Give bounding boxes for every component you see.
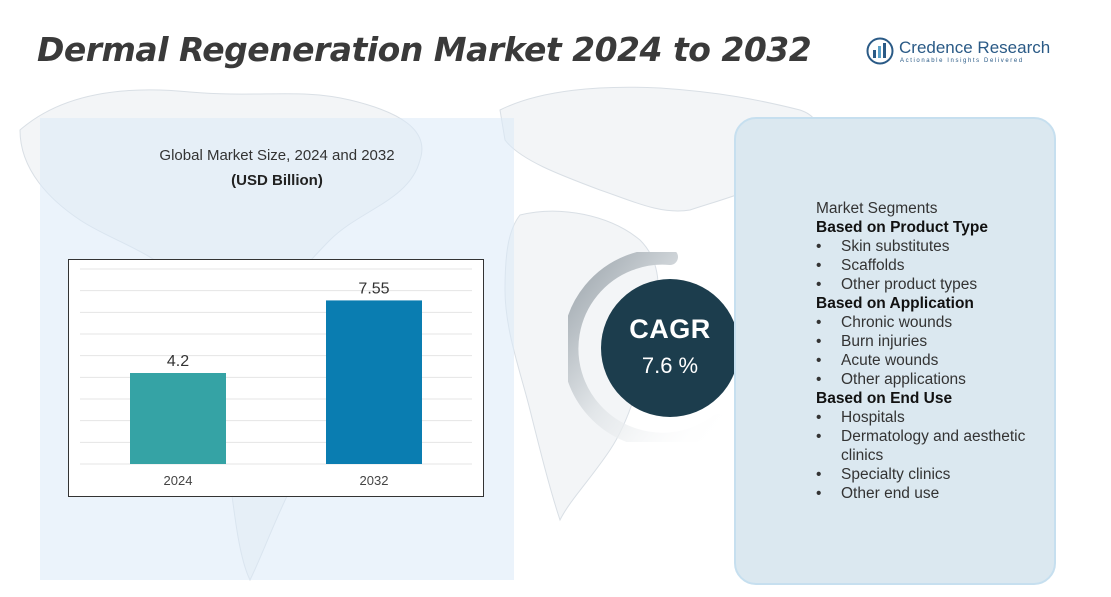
bar-chart-logo-icon [866, 37, 894, 65]
segment-group-title: Based on Product Type [816, 219, 988, 236]
segment-item: Hospitals [816, 408, 1046, 427]
cagr-label: CAGR [629, 314, 711, 344]
cagr-badge [601, 279, 739, 417]
market-segments: Market Segments Based on Product Type Sk… [816, 199, 1046, 503]
segments-heading: Market Segments [816, 200, 938, 217]
segment-item: Other end use [816, 484, 1046, 503]
segment-item: Acute wounds [816, 351, 1046, 370]
segment-list-application: Chronic wounds Burn injuries Acute wound… [816, 313, 1046, 389]
brand-name: Credence Research [899, 38, 1051, 57]
segment-item: Scaffolds [816, 256, 1046, 275]
x-tick-label-2032: 2032 [360, 473, 389, 488]
brand-tagline: Actionable Insights Delivered [900, 58, 1024, 64]
chart-subtitle: (USD Billion) [231, 172, 323, 189]
bar-2024 [130, 373, 226, 464]
segment-group-title: Based on End Use [816, 390, 953, 407]
segment-item: Other product types [816, 275, 1046, 294]
data-label-2024: 4.2 [167, 353, 189, 370]
segment-item: Dermatology and aesthetic clinics [816, 427, 1046, 465]
chart-title: Global Market Size, 2024 and 2032 [159, 147, 395, 164]
segment-group-title: Based on Application [816, 295, 974, 312]
segment-item: Chronic wounds [816, 313, 1046, 332]
data-label-2032: 7.55 [358, 280, 389, 297]
segment-item: Burn injuries [816, 332, 1046, 351]
cagr-value: 7.6 % [641, 353, 699, 378]
segment-item: Skin substitutes [816, 237, 1046, 256]
page-title: Dermal Regeneration Market 2024 to 2032 [37, 30, 812, 69]
bar-chart: 4.2 2024 7.55 2032 [80, 268, 472, 488]
bar-2032 [326, 300, 422, 464]
segment-item: Specialty clinics [816, 465, 1046, 484]
x-tick-label-2024: 2024 [164, 473, 193, 488]
brand-logo: Credence Research Actionable Insights De… [866, 37, 1056, 69]
cagr-ring-decoration [568, 252, 726, 442]
segment-list-end-use: Hospitals Dermatology and aesthetic clin… [816, 408, 1046, 503]
segment-list-product-type: Skin substitutes Scaffolds Other product… [816, 237, 1046, 294]
segment-item: Other applications [816, 370, 1046, 389]
